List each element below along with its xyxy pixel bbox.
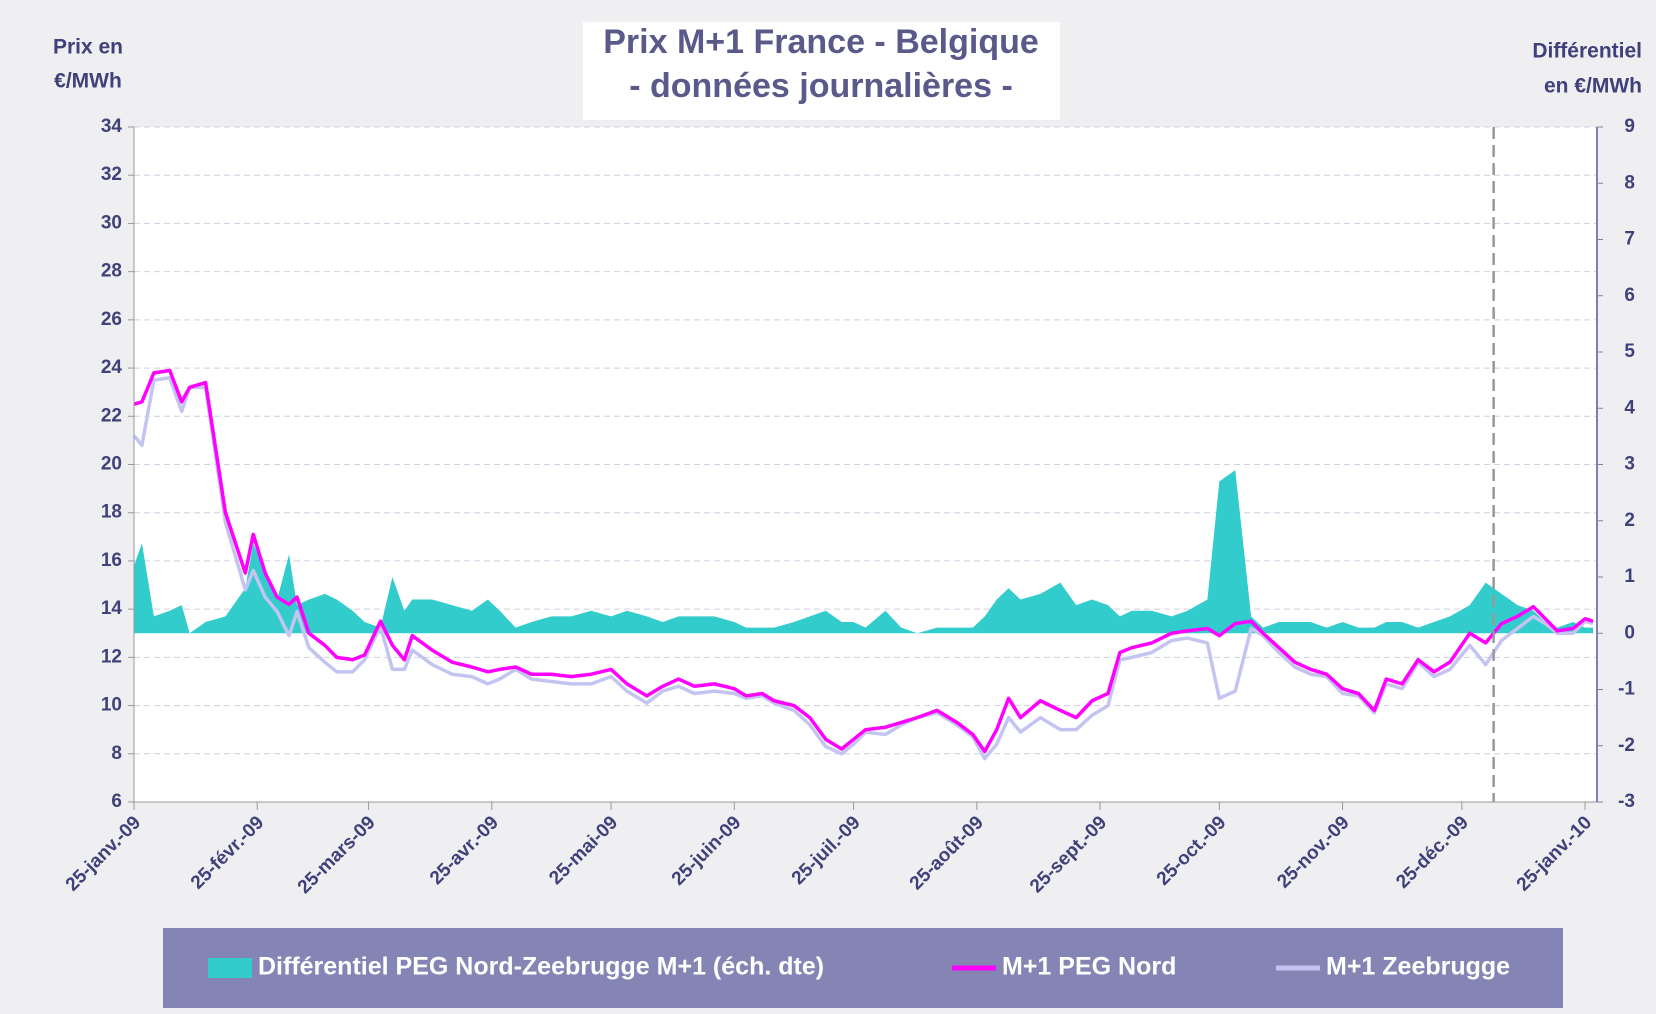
y-tick-label: 26 [101, 309, 122, 330]
y-tick-label: 22 [101, 405, 122, 426]
y-axis-label: Prix en [53, 36, 123, 59]
legend [163, 928, 1563, 1008]
line [133, 368, 1594, 754]
y-tick-label: 10 [101, 695, 122, 716]
y2-tick-label: 1 [1624, 566, 1635, 587]
y2-tick-label: 4 [1624, 397, 1635, 418]
y-tick-label: 20 [101, 454, 122, 475]
legend-label: M+1 Zeebrugge [1326, 953, 1510, 981]
legend-label: Différentiel PEG Nord-Zeebrugge M+1 (éch… [258, 953, 824, 981]
area [134, 470, 1594, 634]
y-tick-label: 6 [111, 791, 122, 812]
y2-tick-label: 0 [1624, 622, 1635, 643]
legend-label: M+1 PEG Nord [1002, 953, 1176, 981]
y-tick-label: 8 [111, 743, 122, 764]
y-tick-label: 34 [101, 116, 123, 137]
y2-tick-label: 9 [1624, 116, 1635, 137]
y2-tick-label: 7 [1624, 229, 1635, 250]
y-tick-label: 18 [101, 502, 122, 523]
y-tick-label: 30 [101, 212, 122, 233]
y-tick-label: 24 [101, 357, 123, 378]
y-tick-label: 28 [101, 261, 122, 282]
y2-tick-label: 5 [1624, 341, 1635, 362]
y2-tick-label: 3 [1624, 454, 1635, 475]
y-tick-label: 12 [101, 646, 122, 667]
y2-tick-label: 8 [1624, 172, 1635, 193]
y2-tick-label: -2 [1618, 735, 1635, 756]
y2-tick-label: 2 [1624, 510, 1635, 531]
title-box [583, 22, 1060, 120]
y-axis-label: €/MWh [54, 70, 122, 93]
y-tick-label: 14 [101, 598, 123, 619]
y2-tick-label: 6 [1624, 285, 1635, 306]
y-tick-label: 32 [101, 164, 122, 185]
chart-subtitle: - données journalières - [629, 67, 1013, 105]
y-tick-label: 16 [101, 550, 122, 571]
y2-tick-label: -1 [1618, 679, 1635, 700]
y2-axis-label: en €/MWh [1544, 75, 1642, 98]
y2-axis-label: Différentiel [1532, 40, 1642, 63]
chart-title: Prix M+1 France - Belgique [603, 23, 1039, 61]
legend-swatch [208, 958, 252, 978]
y2-tick-label: -3 [1618, 791, 1635, 812]
